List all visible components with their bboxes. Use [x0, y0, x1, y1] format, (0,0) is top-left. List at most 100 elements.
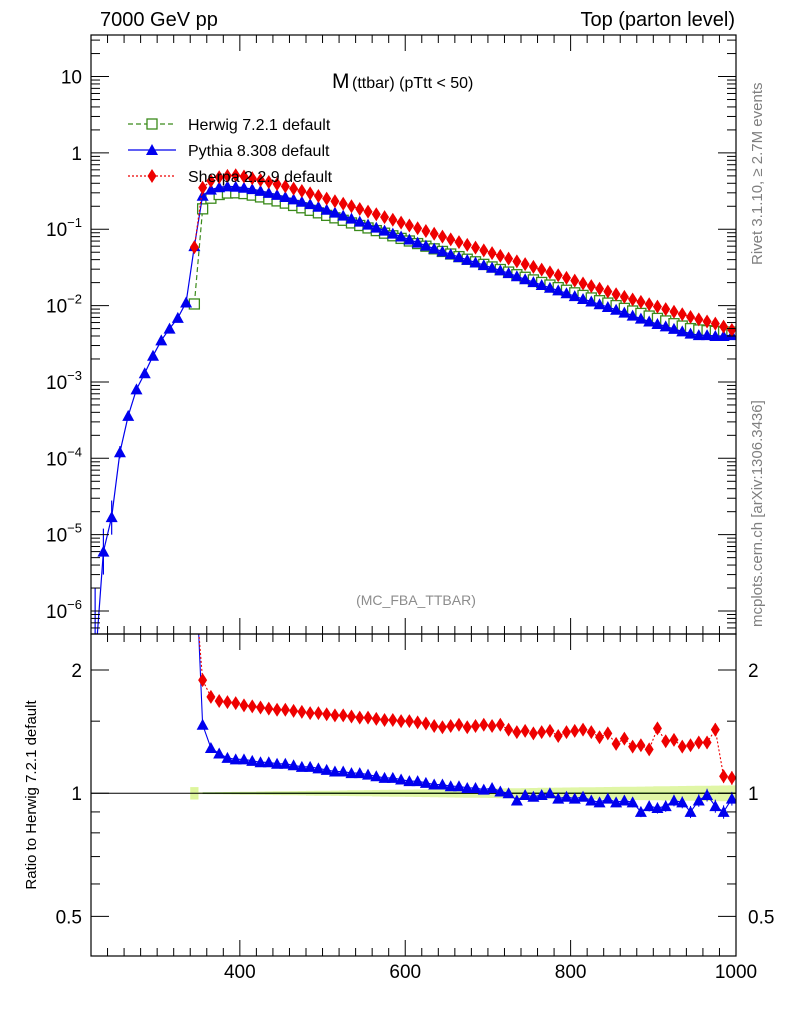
sherpa-ratio-point	[346, 709, 356, 724]
pythia-ratio-point	[593, 796, 606, 808]
pythia-ratio-point	[287, 759, 300, 771]
sherpa-point	[686, 309, 696, 324]
pythia-ratio-point	[725, 792, 736, 804]
legend-label-sherpa: Sherpa 2.2.9 default	[188, 169, 333, 186]
ratio-y-tick-label-right: 0.5	[748, 907, 774, 928]
y-tick-label: 10−6	[46, 597, 82, 623]
sherpa-point	[702, 314, 712, 329]
sherpa-ratio-point	[404, 714, 414, 729]
sherpa-point	[636, 294, 646, 309]
sherpa-ratio-point	[570, 723, 580, 738]
sherpa-ratio-point	[479, 717, 489, 732]
sherpa-point	[330, 194, 340, 209]
pythia-point	[469, 256, 482, 268]
sherpa-point	[710, 316, 720, 331]
pythia-point	[287, 193, 300, 205]
sherpa-point	[619, 289, 629, 304]
sherpa-point	[528, 259, 538, 274]
sherpa-ratio-point	[710, 722, 720, 737]
pythia-point	[122, 409, 135, 421]
sherpa-ratio-point	[595, 730, 605, 745]
sherpa-point	[462, 237, 472, 252]
pythia-ratio-point	[237, 753, 250, 765]
sherpa-ratio-point	[603, 726, 613, 741]
pythia-point	[370, 221, 383, 233]
pythia-ratio-point	[701, 788, 714, 800]
pythia-ratio-point	[312, 762, 325, 774]
pythia-ratio-point	[461, 781, 474, 793]
sherpa-ratio-point	[487, 718, 497, 733]
sherpa-point	[504, 251, 514, 266]
sherpa-ratio-point	[313, 706, 323, 721]
sherpa-point	[471, 240, 481, 255]
y-tick-label: 10	[61, 68, 82, 89]
pythia-ratio-point	[229, 753, 242, 765]
sherpa-ratio-point	[471, 718, 481, 733]
pythia-point	[486, 261, 499, 273]
pythia-ratio-point	[345, 767, 358, 779]
sherpa-point	[289, 181, 299, 196]
pythia-ratio-point	[411, 775, 424, 787]
pythia-ratio-point	[279, 757, 292, 769]
pythia-ratio-point	[486, 781, 499, 793]
sherpa-ratio-point	[694, 735, 704, 750]
sherpa-point	[363, 204, 373, 219]
pythia-point	[477, 259, 490, 271]
pythia-point	[328, 206, 341, 218]
analysis-tag: (MC_FBA_TTBAR)	[356, 592, 476, 608]
sherpa-point	[727, 322, 736, 337]
pythia-point	[643, 315, 656, 327]
sherpa-ratio-point	[380, 712, 390, 727]
herwig-point	[188, 298, 201, 310]
pythia-ratio-point	[585, 794, 598, 806]
pythia-point	[535, 279, 548, 291]
header-right: Top (parton level)	[580, 9, 735, 31]
sherpa-ratio-point	[644, 742, 654, 757]
sherpa-ratio-point	[297, 704, 307, 719]
ratio-y-tick-label-left: 1	[71, 784, 82, 805]
pythia-ratio-point	[676, 796, 689, 808]
pythia-point	[271, 188, 284, 200]
pythia-ratio-point	[262, 756, 275, 768]
pythia-ratio-point	[386, 771, 399, 783]
pythia-point	[667, 322, 680, 334]
pythia-point	[411, 236, 424, 248]
pythia-point	[444, 248, 457, 260]
sherpa-point	[346, 199, 356, 214]
sherpa-point	[644, 297, 654, 312]
sherpa-ratio-point	[206, 689, 216, 704]
sherpa-ratio-point	[330, 708, 340, 723]
sherpa-ratio-point	[636, 738, 646, 753]
sherpa-point	[669, 304, 679, 319]
legend-marker-pythia	[146, 144, 158, 155]
header-left: 7000 GeV pp	[100, 9, 218, 31]
sherpa-ratio-point	[561, 725, 571, 740]
sherpa-point	[338, 196, 348, 211]
side-label-rivet: Rivet 3.1.10, ≥ 2.7M events	[749, 83, 766, 266]
legend-entry-sherpa: Sherpa 2.2.9 default	[128, 169, 333, 186]
sherpa-point	[586, 279, 596, 294]
pythia-point	[510, 270, 523, 282]
pythia-ratio-point	[618, 794, 631, 806]
pythia-ratio-point	[510, 794, 523, 806]
sherpa-point	[272, 177, 282, 192]
pythia-point	[362, 218, 375, 230]
pythia-point	[593, 298, 606, 310]
sherpa-ratio-point	[727, 770, 736, 785]
pythia-point	[494, 264, 507, 276]
pythia-ratio-point	[643, 800, 656, 812]
ratio-y-tick-label-left: 0.5	[56, 907, 82, 928]
pythia-point	[618, 306, 631, 318]
pythia-point	[295, 195, 308, 207]
sherpa-ratio-point	[256, 700, 266, 715]
sherpa-ratio-point	[628, 739, 638, 754]
pythia-ratio-point	[204, 741, 217, 753]
sherpa-ratio-point	[578, 722, 588, 737]
pythia-point	[684, 327, 697, 339]
sherpa-ratio-point	[454, 717, 464, 732]
sherpa-ratio-point	[239, 698, 249, 713]
x-tick-label: 400	[224, 962, 256, 983]
pythia-point	[353, 215, 366, 227]
pythia-point	[543, 281, 556, 293]
sherpa-ratio-point	[669, 732, 679, 747]
